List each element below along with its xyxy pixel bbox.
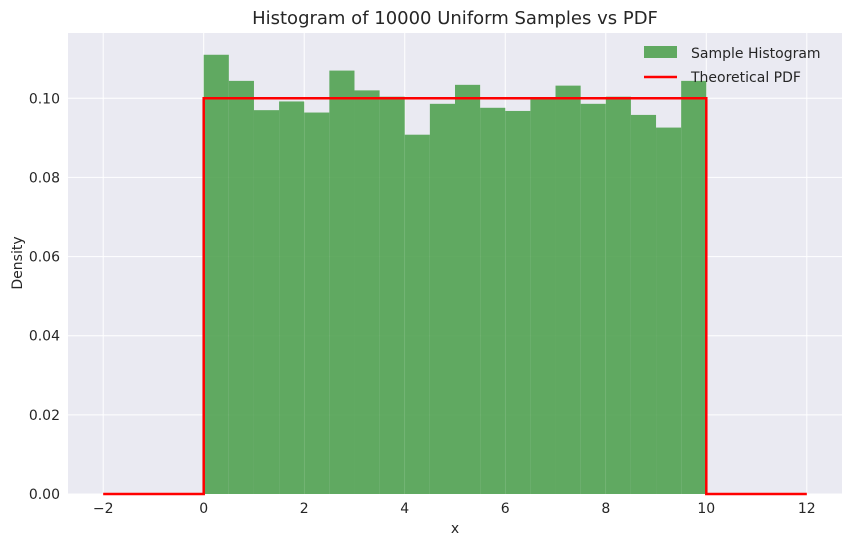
x-tick-label: 4 <box>400 501 409 517</box>
x-tick-label: 0 <box>199 501 208 517</box>
y-tick-label: 0.00 <box>29 487 60 503</box>
x-tick-label: 8 <box>601 501 610 517</box>
y-axis-ticks: 0.00 0.02 0.04 0.06 0.08 0.10 <box>29 91 60 503</box>
histogram-bar <box>505 110 531 495</box>
legend-label-histogram: Sample Histogram <box>691 46 821 62</box>
y-axis-label: Density <box>10 236 26 289</box>
y-tick-label: 0.08 <box>29 170 60 186</box>
x-tick-label: 6 <box>501 501 510 517</box>
x-tick-label: 10 <box>697 501 715 517</box>
histogram-bar <box>630 114 657 494</box>
y-tick-label: 0.02 <box>29 408 60 424</box>
x-tick-label: −2 <box>93 501 114 517</box>
histogram-bar <box>580 103 606 494</box>
histogram-bar <box>681 80 707 495</box>
x-tick-label: 12 <box>798 501 816 517</box>
histogram-bar <box>605 96 631 494</box>
histogram-bar <box>379 96 405 494</box>
histogram-bar <box>253 110 280 495</box>
histogram-bar <box>329 70 355 494</box>
histogram-bar <box>530 98 556 495</box>
x-axis-label: x <box>451 521 459 537</box>
histogram-bars <box>203 54 707 495</box>
legend-swatch-histogram <box>644 46 677 58</box>
x-tick-label: 2 <box>300 501 309 517</box>
histogram-bar <box>555 85 581 494</box>
pdf-line <box>103 97 807 496</box>
histogram-bar <box>354 90 380 494</box>
histogram-bar <box>304 112 330 494</box>
histogram-bar <box>279 101 305 494</box>
histogram-bar <box>404 134 430 494</box>
histogram-bar <box>429 103 455 494</box>
x-axis-ticks: −2 0 2 4 6 8 10 12 <box>93 501 816 517</box>
histogram-bar <box>656 127 682 494</box>
legend-label-pdf: Theoretical PDF <box>690 70 801 86</box>
histogram-bar <box>228 80 254 495</box>
histogram-bar <box>455 84 481 494</box>
histogram-bar <box>480 107 506 494</box>
histogram-bar <box>203 54 229 494</box>
y-tick-label: 0.10 <box>29 91 60 107</box>
chart-title: Histogram of 10000 Uniform Samples vs PD… <box>252 8 658 29</box>
legend: Sample Histogram Theoretical PDF <box>644 46 821 86</box>
y-tick-label: 0.06 <box>29 250 60 266</box>
y-tick-label: 0.04 <box>29 329 60 345</box>
